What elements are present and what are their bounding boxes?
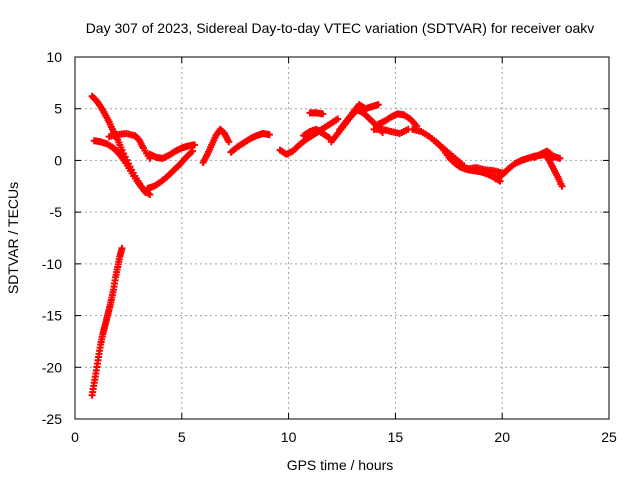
x-tick-label: 25 bbox=[601, 429, 617, 445]
data-point bbox=[118, 244, 126, 252]
data-point bbox=[265, 131, 273, 139]
series-arc-9 bbox=[276, 115, 342, 158]
y-tick-label: -25 bbox=[42, 411, 62, 427]
y-tick-label: -15 bbox=[42, 308, 62, 324]
series-arc-14 bbox=[374, 110, 421, 130]
x-axis-label: GPS time / hours bbox=[287, 457, 394, 473]
series-arc-11 bbox=[306, 109, 327, 118]
series-arc-13 bbox=[336, 101, 382, 133]
data-points bbox=[88, 92, 566, 399]
series-arc-3 bbox=[105, 130, 154, 162]
series-arc-18 bbox=[455, 163, 506, 177]
plot-frame bbox=[74, 56, 610, 420]
series-arc-10 bbox=[300, 125, 333, 142]
data-point bbox=[146, 191, 154, 199]
series-arc-15 bbox=[370, 125, 412, 138]
x-tick-label: 10 bbox=[281, 429, 297, 445]
series-arc-17 bbox=[432, 138, 504, 185]
y-tick-label: 5 bbox=[54, 101, 62, 117]
x-tick-label: 15 bbox=[388, 429, 404, 445]
series-arc-7 bbox=[199, 125, 233, 166]
series-arc-4 bbox=[88, 244, 126, 399]
data-point bbox=[319, 110, 327, 118]
series-arc-21 bbox=[541, 150, 566, 190]
x-tick-label: 20 bbox=[494, 429, 510, 445]
y-tick-label: -10 bbox=[42, 256, 62, 272]
chart-title: Day 307 of 2023, Sidereal Day-to-day VTE… bbox=[86, 20, 595, 36]
y-tick-label: 10 bbox=[46, 49, 62, 65]
y-axis-label: SDTVAR / TECUs bbox=[5, 182, 21, 294]
grid-lines bbox=[75, 57, 609, 419]
data-point bbox=[225, 138, 233, 146]
series-arc-6 bbox=[144, 147, 196, 192]
y-tick-label: -20 bbox=[42, 359, 62, 375]
series-arc-8 bbox=[227, 130, 273, 156]
data-point bbox=[188, 147, 196, 155]
data-point bbox=[191, 141, 199, 149]
data-point bbox=[558, 182, 566, 190]
y-tick-label: -5 bbox=[50, 204, 63, 220]
series-arc-2 bbox=[90, 137, 154, 199]
x-tick-label: 0 bbox=[71, 429, 79, 445]
data-point bbox=[374, 101, 382, 109]
x-axis-ticks: 0 5 10 15 20 25 bbox=[71, 57, 617, 445]
data-point bbox=[334, 115, 342, 123]
y-tick-label: 0 bbox=[54, 152, 62, 168]
series-arc-5 bbox=[146, 141, 199, 162]
y-axis-ticks: -25 -20 -15 -10 -5 0 5 10 bbox=[42, 49, 609, 427]
x-tick-label: 5 bbox=[178, 429, 186, 445]
data-point bbox=[556, 154, 564, 162]
